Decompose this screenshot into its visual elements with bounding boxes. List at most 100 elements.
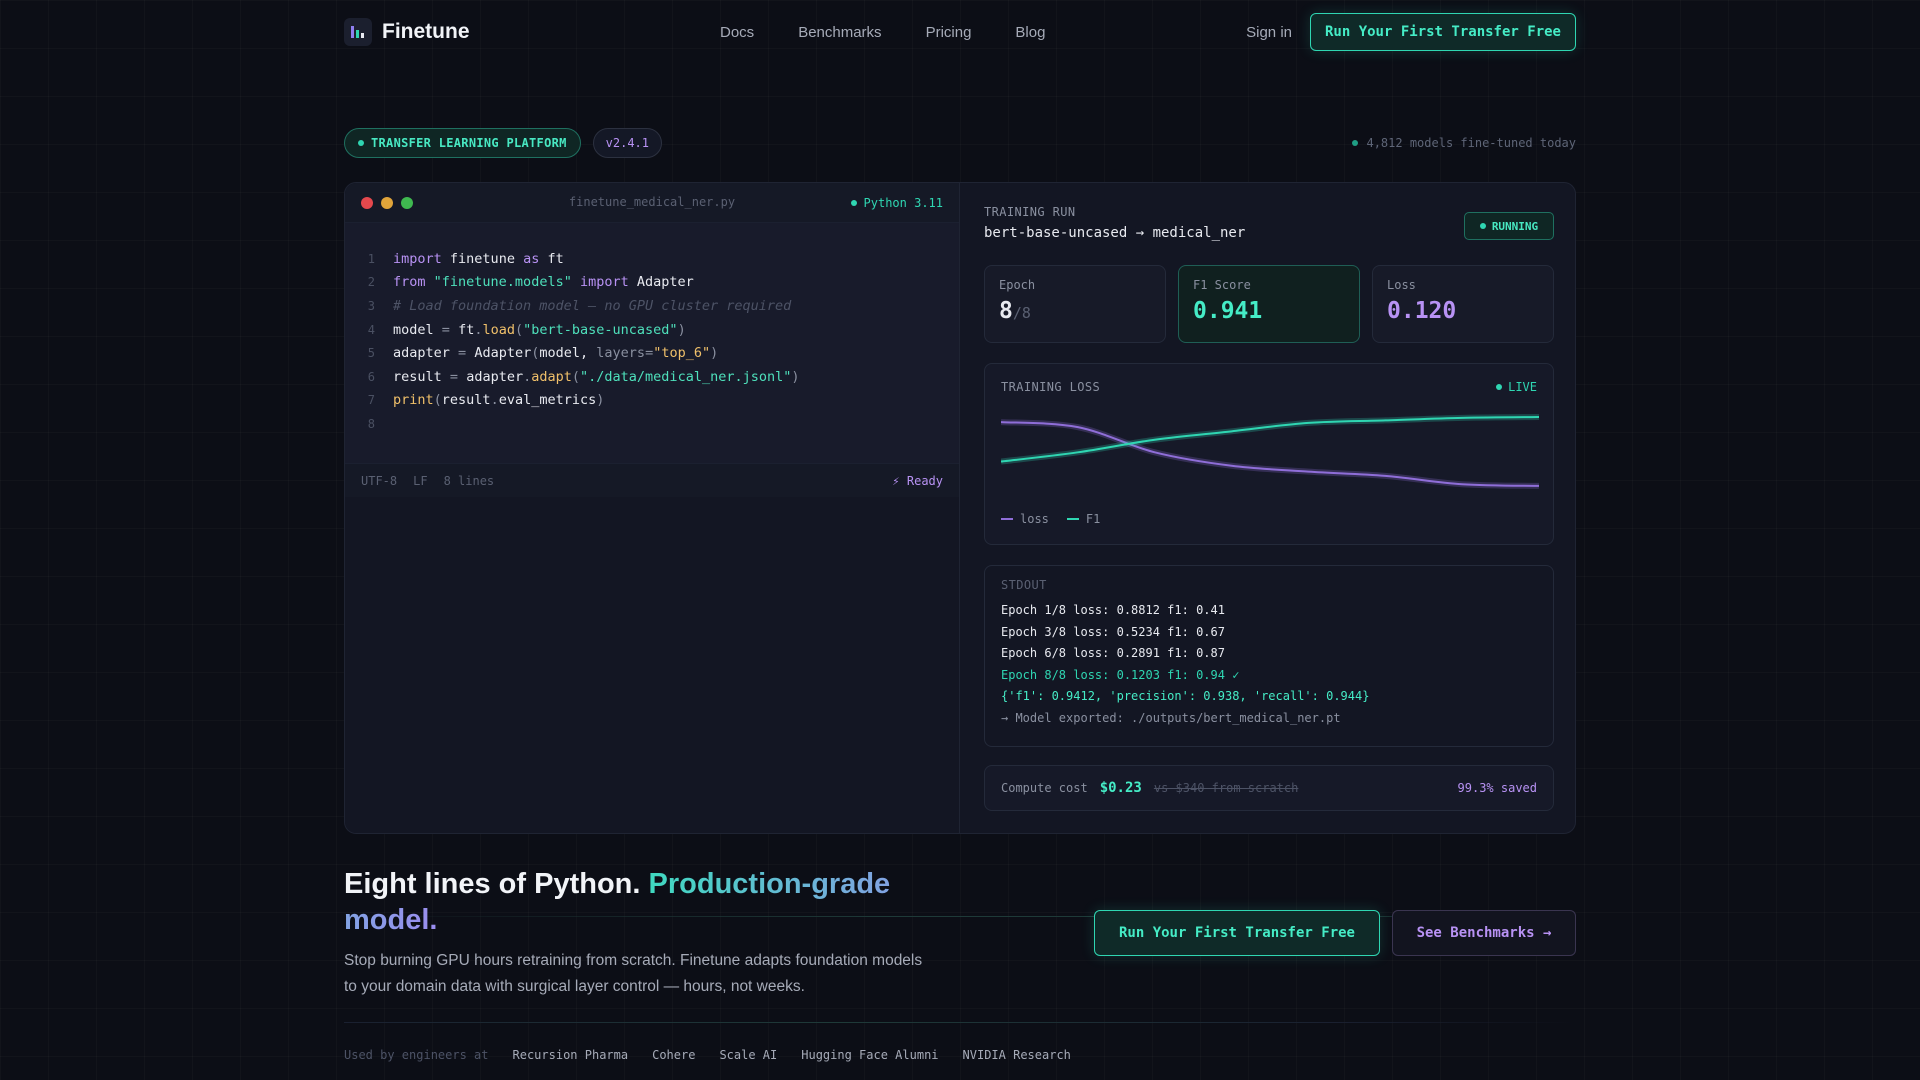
line-count-label: 8 lines [443,473,495,488]
stdout-title: STDOUT [1001,578,1047,592]
chart-live-label: LIVE [1508,380,1537,394]
code-token: = [458,345,467,362]
used-by-label: Used by engineers at [344,1048,489,1062]
code-token: adapter [393,345,450,362]
compute-cost-saved: 99.3% saved [1457,781,1537,795]
epoch-total: /8 [1012,304,1031,322]
chart-title: TRAINING LOSS [1001,380,1101,394]
brand-logo[interactable]: Finetune [344,18,470,46]
code-token: ) [791,368,800,385]
code-token: print [393,392,434,409]
legend-item-loss: loss [1001,512,1049,526]
line-number: 5 [367,346,375,361]
compute-cost-comparison: vs $340 from scratch [1153,781,1299,795]
series-line-f1 [1001,416,1539,463]
line-number: 2 [367,275,375,290]
code-token: as [523,250,540,267]
code-token: result [393,368,442,385]
code-token: Adapter [474,345,532,362]
brand-name: Finetune [382,20,470,43]
used-by-strip: Used by engineers at Recursion Pharma Co… [344,1048,1071,1062]
code-token: ft [547,250,564,267]
code-token: "./data/medical_ner.jsonl" [580,368,792,385]
code-line: 4 model = ft. load("bert-base-uncased") [345,318,959,342]
stdout-line: Epoch 3/8 loss: 0.5234 f1: 0.67 [1001,624,1225,639]
compute-cost-value: $0.23 [1099,780,1142,796]
nav-link-pricing[interactable]: Pricing [925,23,972,41]
chart-live-indicator: LIVE [1496,380,1537,394]
hero-title-plain: Eight lines of Python. [344,868,641,900]
code-token: ( [514,321,524,338]
loss-label: Loss [1387,278,1416,292]
code-token: finetune [449,250,515,267]
code-line: 5 adapter = Adapter(model, layers= "top_6… [345,341,959,365]
live-dot-icon [1496,384,1503,390]
minimize-dot-icon[interactable] [381,196,393,209]
f1-swatch-icon [1066,518,1079,520]
nav-cta-button[interactable]: Run Your First Transfer Free [1310,13,1576,51]
code-token: eval_metrics [498,392,597,409]
company-name: Hugging Face Alumni [801,1048,939,1062]
nav-links: Docs Benchmarks Pricing Blog [720,24,1045,41]
line-number: 6 [367,369,375,384]
compute-cost-label: Compute cost [1001,781,1088,795]
code-token: from [393,274,426,291]
editor-status: ⚡ Ready [892,473,943,488]
chart-legend: loss F1 [1001,512,1100,526]
code-comment: # Load foundation model — no GPU cluster… [393,297,792,314]
legend-label-loss: loss [1020,512,1049,526]
line-ending-label: LF [413,473,428,488]
hero-title-accent: Production-grade model. [344,868,891,936]
code-line: 1 import finetune as ft [345,247,959,271]
language-dot-icon [850,199,857,206]
f1-score-card: F1 Score 0.941 [1178,265,1360,343]
code-token: adapt [531,368,572,385]
stdout-line: Epoch 1/8 loss: 0.8812 f1: 0.41 [1001,603,1225,617]
maximize-dot-icon[interactable] [401,196,413,209]
hero-description: Stop burning GPU hours retraining from s… [344,952,923,995]
code-line: 7 print(result. eval_metrics) [345,389,959,413]
code-token: . [474,321,483,338]
epoch-value-row: 8/8 [999,298,1151,324]
platform-badge: TRANSFER LEARNING PLATFORM [344,128,581,158]
code-line: 3 # Load foundation model — no GPU clust… [345,294,959,318]
code-token: = [441,321,450,338]
nav-link-docs[interactable]: Docs [720,23,755,41]
code-token: result [441,392,491,409]
code-line: 2 from "finetune.models" import Adapter [345,271,959,295]
code-token: model [393,321,434,338]
stdout-line: Epoch 8/8 loss: 0.1203 f1: 0.94 ✓ [1001,667,1240,682]
finetune-logo-icon [344,18,372,46]
company-name: NVIDIA Research [962,1048,1071,1062]
editor-code[interactable]: 1 import finetune as ft 2 from "finetune… [345,223,959,463]
company-name: Scale AI [719,1048,778,1062]
editor-statusbar: UTF-8 LF 8 lines ⚡ Ready [345,463,959,497]
legend-label-f1: F1 [1085,512,1101,526]
models-today-label: 4,812 models fine-tuned today [1366,136,1576,150]
running-status-label: RUNNING [1491,219,1539,233]
chart-plot [1001,414,1539,489]
hero-divider [344,916,1576,917]
see-benchmarks-button[interactable]: See Benchmarks → [1392,910,1576,956]
editor-filename: finetune_medical_ner.py [568,195,736,209]
platform-badge-label: TRANSFER LEARNING PLATFORM [371,136,567,150]
code-token: = [449,368,459,385]
code-line: 8 [345,412,959,436]
training-panel: TRAINING RUN bert-base-uncased → medical… [984,183,1554,833]
stdout-line: → Model exported: ./outputs/bert_medical… [1001,710,1341,725]
loss-swatch-icon [1001,518,1013,520]
close-dot-icon[interactable] [361,196,373,209]
nav-link-blog[interactable]: Blog [1015,23,1046,41]
nav-link-benchmarks[interactable]: Benchmarks [798,23,882,41]
code-token: ) [710,345,719,362]
code-token: ( [531,345,540,362]
code-token: "finetune.models" [433,274,572,291]
code-token: layers= [596,345,654,362]
company-name: Recursion Pharma [512,1048,629,1062]
line-number: 7 [367,393,375,408]
code-token: adapter [466,368,524,385]
sign-in-link[interactable]: Sign in [1246,23,1292,41]
code-line: 6 result = adapter. adapt("./data/medical… [345,365,959,389]
hero-cta-button[interactable]: Run Your First Transfer Free [1094,910,1380,956]
code-token: ) [677,321,686,338]
